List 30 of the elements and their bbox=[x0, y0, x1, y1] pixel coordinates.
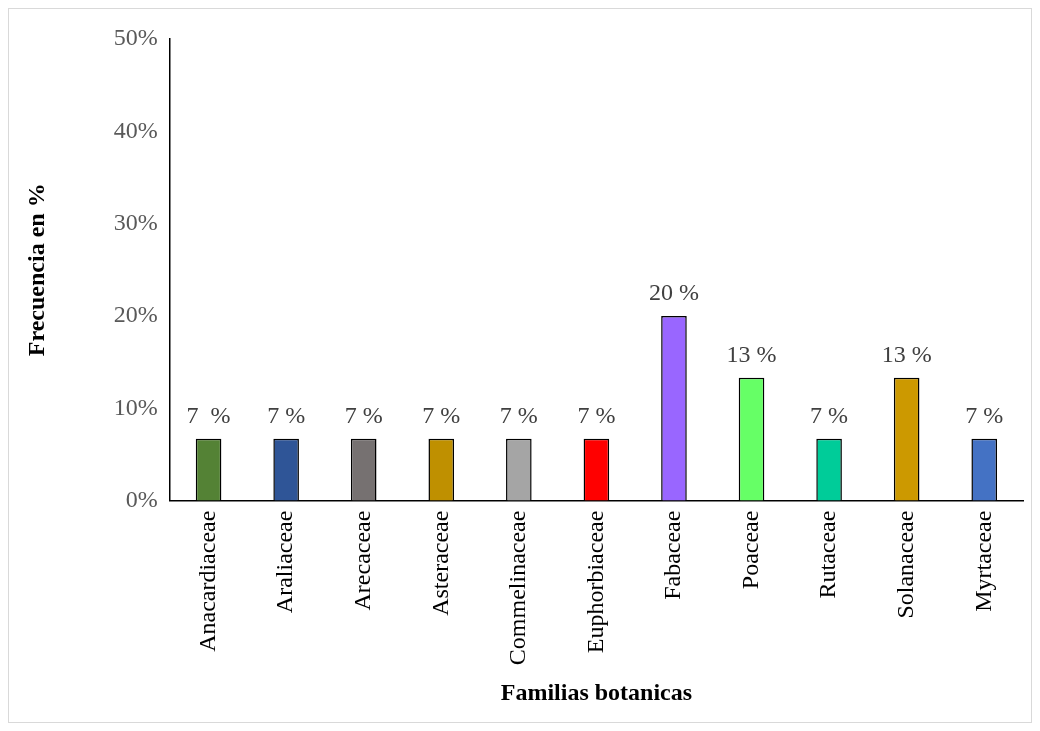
data-label: 7 % bbox=[422, 402, 461, 429]
data-label: 13 % bbox=[881, 341, 932, 368]
data-label: 7 % bbox=[267, 402, 306, 429]
y-axis-title: Frecuencia en % bbox=[22, 183, 49, 357]
x-tick-label: Anacardiaceae bbox=[193, 510, 220, 652]
x-tick-label: Asteraceae bbox=[426, 510, 453, 616]
y-tick-label: 50% bbox=[113, 24, 158, 51]
x-tick-label: Myrtaceae bbox=[969, 510, 996, 612]
y-tick-label: 30% bbox=[113, 208, 158, 235]
x-tick-label: Fabaceae bbox=[659, 510, 686, 600]
x-tick-label: Poaceae bbox=[736, 510, 763, 590]
data-label: 7 % bbox=[186, 402, 231, 429]
data-label: 7 % bbox=[965, 402, 1004, 429]
y-tick-label: 10% bbox=[113, 393, 158, 420]
y-tick-label: 0% bbox=[125, 485, 158, 512]
data-label: 7 % bbox=[499, 402, 538, 429]
data-label: 13 % bbox=[726, 341, 777, 368]
data-label: 20 % bbox=[648, 279, 699, 306]
data-label: 7 % bbox=[577, 402, 616, 429]
x-tick-label: Araliaceae bbox=[271, 510, 298, 614]
y-tick-label: 40% bbox=[113, 116, 158, 143]
x-axis-title: Familias botanicas bbox=[500, 678, 693, 705]
data-label: 7 % bbox=[344, 402, 383, 429]
x-tick-label: Rutaceae bbox=[814, 510, 841, 599]
x-tick-label: Arecaceae bbox=[349, 510, 375, 611]
y-tick-label: 20% bbox=[113, 301, 158, 328]
x-tick-label: Euphorbiaceae bbox=[581, 510, 608, 654]
x-tick-label: Solanaceae bbox=[891, 510, 918, 619]
data-label: 7 % bbox=[810, 402, 849, 429]
x-tick-label: Commelinaceae bbox=[504, 510, 531, 666]
